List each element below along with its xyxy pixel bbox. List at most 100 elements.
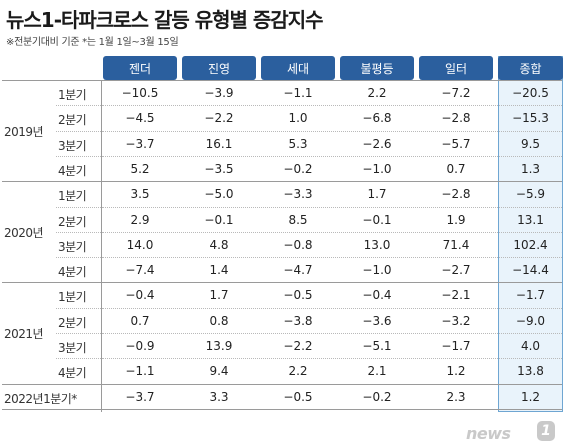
table-cell: −5.7 [441, 136, 471, 151]
table-cell: −0.9 [125, 339, 155, 353]
row-divider [102, 232, 562, 233]
row-divider [102, 105, 562, 106]
quarter-label: 2분기 [58, 315, 87, 330]
table-cell: 16.1 [205, 136, 233, 151]
label-divider [2, 80, 101, 81]
table-cell: 13.8 [517, 364, 544, 379]
table-cell: 1.2 [520, 389, 541, 404]
logo-text: news [466, 424, 511, 443]
table-cell: −2.7 [441, 263, 471, 278]
table-cell: 1.7 [209, 288, 229, 303]
quarter-label: 1분기 [58, 88, 87, 102]
quarter-label: 3분기 [58, 239, 87, 254]
table-cell: 9.4 [209, 364, 229, 379]
column-bg-2 [261, 56, 335, 412]
column-header: 세대 [261, 56, 335, 80]
quarter-label: 4분기 [58, 163, 87, 178]
row-divider [102, 358, 562, 359]
table-cell: 0.7 [446, 161, 466, 176]
quarter-label: 4분기 [58, 265, 87, 280]
table-cell: 4.8 [209, 237, 229, 252]
label-divider [2, 282, 101, 283]
table-cell: 8.5 [288, 212, 308, 227]
year-label: 2020년 [4, 226, 44, 241]
table-cell: 0.7 [130, 313, 150, 328]
row-divider [102, 384, 562, 385]
row-divider [102, 181, 562, 182]
table-cell: 1.7 [367, 187, 387, 202]
table-cell: −4.5 [125, 111, 155, 126]
table-cell: 1.4 [209, 263, 229, 278]
table-cell: 2.2 [367, 86, 387, 100]
table-cell: −1.7 [441, 339, 471, 353]
table-cell: −1.7 [515, 288, 546, 303]
table-cell: −1.0 [362, 161, 392, 176]
row-divider [102, 409, 562, 410]
table-cell: 102.4 [513, 237, 548, 252]
table-cell: −3.7 [125, 389, 155, 404]
footnote: ※전분기대비 기준 *는 1월 1일~3월 15일 [6, 37, 179, 48]
table-cell: 71.4 [442, 237, 470, 252]
last-row-label: 2022년1분기* [4, 391, 77, 406]
column-bg-1 [182, 56, 256, 412]
quarter-label: 2분기 [58, 214, 87, 229]
table-cell: −7.4 [125, 263, 155, 278]
column-header: 일터 [419, 56, 493, 80]
table-cell: 1.2 [446, 364, 466, 379]
quarter-divider [56, 257, 101, 258]
table-cell: −1.0 [362, 263, 392, 278]
page-title: 뉴스1-타파크로스 갈등 유형별 증감지수 [6, 8, 324, 32]
table-cell: −0.4 [362, 288, 392, 303]
table-cell: −2.2 [204, 111, 234, 126]
column-header: 진영 [182, 56, 256, 80]
table-cell: 13.1 [517, 212, 544, 227]
table-cell: 0.8 [209, 313, 229, 328]
quarter-divider [56, 232, 101, 233]
table-cell: −2.8 [441, 111, 471, 126]
table-cell: 2.9 [130, 212, 150, 227]
table-cell: −5.1 [362, 339, 392, 353]
quarter-divider [56, 131, 101, 132]
table-cell: −15.3 [512, 111, 549, 126]
table-cell: −0.5 [283, 389, 313, 404]
table-cell: −2.1 [441, 288, 471, 303]
table-cell: −3.8 [283, 313, 313, 328]
quarter-label: 3분기 [58, 341, 87, 355]
table-cell: 1.9 [446, 212, 466, 227]
row-divider [102, 207, 562, 208]
table-cell: 2.3 [446, 389, 466, 404]
quarter-label: 3분기 [58, 138, 87, 153]
table-cell: −0.4 [125, 288, 155, 303]
quarter-divider [56, 333, 101, 334]
table-cell: −3.3 [283, 187, 313, 202]
table-cell: 13.0 [363, 237, 391, 252]
label-divider [2, 181, 101, 182]
table-cell: −5.9 [515, 187, 546, 202]
table-cell: −0.2 [283, 161, 313, 176]
row-divider [102, 80, 562, 81]
table-cell: 4.0 [520, 339, 541, 353]
column-header: 젠더 [103, 56, 177, 80]
table-cell: 14.0 [126, 237, 154, 252]
table-cell: −0.8 [283, 237, 313, 252]
table-cell: −2.8 [441, 187, 471, 202]
table-cell: 2.1 [367, 364, 387, 379]
year-label: 2019년 [4, 124, 44, 139]
table-cell: −3.2 [441, 313, 471, 328]
quarter-divider [56, 308, 101, 309]
table-cell: 5.2 [130, 161, 150, 176]
table-cell: −14.4 [512, 263, 549, 278]
table-cell: −0.1 [362, 212, 392, 227]
quarter-divider [56, 105, 101, 106]
table-cell: 9.5 [520, 136, 541, 151]
row-divider [102, 308, 562, 309]
table-cell: −4.7 [283, 263, 313, 278]
table-cell: −20.5 [512, 86, 549, 100]
table-cell: −2.6 [362, 136, 392, 151]
row-divider [102, 156, 562, 157]
row-divider [102, 333, 562, 334]
column-bg-3 [340, 56, 414, 412]
table-cell: 3.3 [209, 389, 229, 404]
table-cell: −6.8 [362, 111, 392, 126]
table-cell: 5.3 [288, 136, 308, 151]
